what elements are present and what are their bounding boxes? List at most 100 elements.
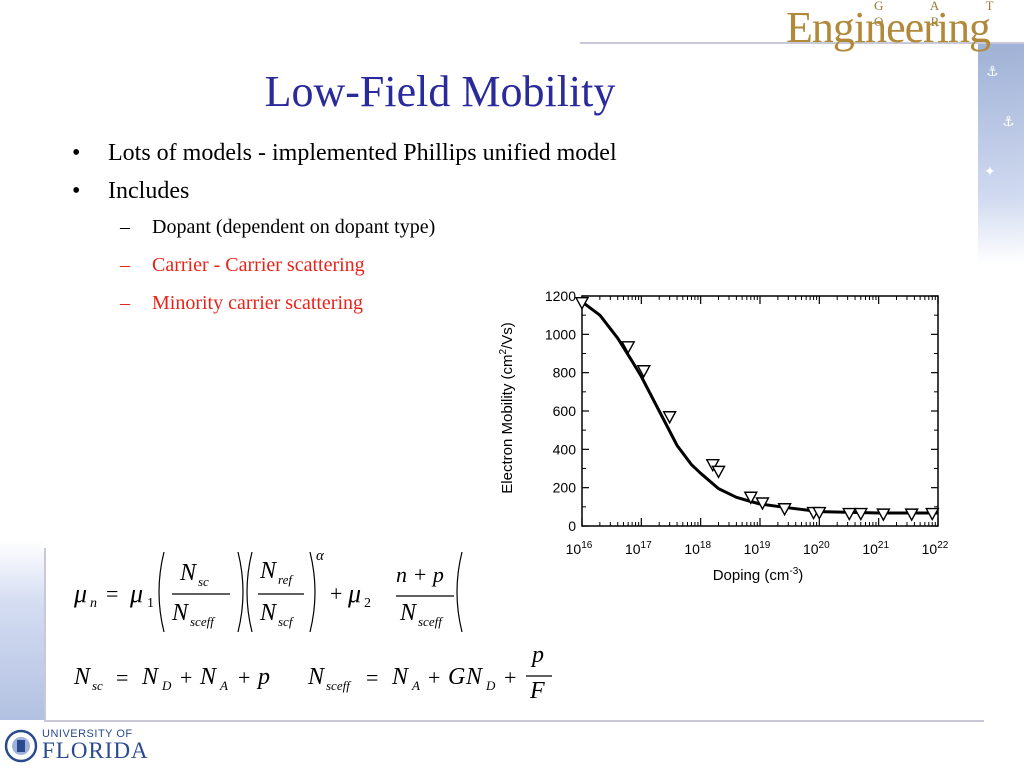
sub-bullet-item: – Dopant (dependent on dopant type) — [72, 214, 617, 252]
eq3-fraction-bar — [526, 675, 552, 677]
left-decoration-strip — [0, 540, 44, 720]
eq-N-ref: N — [260, 558, 277, 584]
sub-bullet-text: Carrier - Carrier scattering — [152, 254, 365, 276]
eq2-equals: = — [116, 665, 129, 690]
eq2-sub-A: A — [220, 678, 228, 693]
left-rule — [44, 548, 46, 720]
gator-engineering-logo: G A T O R Engineering — [784, 0, 1020, 50]
data-point — [574, 297, 590, 311]
university-of-florida-logo: UNIVERSITY OF FLORIDA — [4, 726, 154, 766]
bullet-dot-icon: • — [72, 178, 81, 204]
eq-sub-ref: ref — [278, 572, 292, 587]
bullet-dot-icon: • — [72, 140, 81, 166]
eq-sub-sceff-2: sceff — [418, 614, 442, 629]
eq-alpha-exponent: α — [316, 548, 324, 564]
eq-N-scf: N — [260, 600, 277, 626]
x-tick-label: 1021 — [862, 540, 889, 557]
eq2-sub-sc: sc — [92, 678, 103, 693]
sub-bullet-dash-icon: – — [120, 254, 130, 276]
sub-bullet-dash-icon: – — [120, 216, 130, 238]
bullet-item: • Includes — [72, 176, 617, 214]
data-point — [812, 506, 827, 521]
eq2-ND: N — [142, 664, 159, 690]
eq3-ND: N — [466, 664, 483, 690]
data-point — [662, 411, 677, 425]
sub-bullet-dash-icon: – — [120, 292, 130, 314]
decor-star-icon: ✦ — [984, 164, 996, 180]
x-tick-label: 1017 — [625, 540, 652, 557]
y-axis-label: Electron Mobility (cm2/Vs) — [498, 322, 516, 493]
data-point — [711, 465, 726, 479]
eq3-equals: = — [366, 665, 379, 690]
eq-sub-sceff: sceff — [190, 614, 214, 629]
uf-seal-icon — [4, 729, 38, 763]
plot-frame — [581, 295, 939, 527]
mobility-chart: 0 200 400 600 800 1000 1200 1016 1017 1018 1019 102… — [498, 288, 949, 584]
eq-sub-sc: sc — [198, 574, 209, 589]
sub-bullet-text: Minority carrier scattering — [152, 292, 364, 314]
y-tick-label: 800 — [553, 365, 577, 381]
eq2-plus-2: + — [238, 665, 251, 690]
eq-mu2-symbol: μ — [348, 579, 362, 608]
sub-bullet-item: – Carrier - Carrier scattering — [72, 252, 617, 290]
decor-anchor-icon: ⚓ — [986, 64, 999, 80]
data-point — [636, 365, 651, 379]
data-point — [876, 508, 891, 522]
eq3-sub-sceff: sceff — [326, 678, 350, 693]
eq3-sub-A: A — [412, 678, 420, 693]
y-tick-label: 400 — [553, 441, 577, 457]
eq-sub-scf: scf — [278, 614, 293, 629]
data-point — [842, 507, 857, 522]
eq-mu-symbol: μ — [74, 579, 88, 608]
sub-bullet-text: Dopant (dependent on dopant type) — [152, 216, 436, 238]
eq-fraction-bar-3 — [396, 595, 454, 597]
data-point — [904, 508, 919, 522]
y-tick-label: 200 — [553, 480, 577, 496]
eq-equals: = — [106, 581, 119, 606]
y-tick-label: 1000 — [545, 326, 576, 342]
eq2-NA: N — [200, 664, 217, 690]
eq3-plus-2: + — [504, 665, 517, 690]
uf-logo-word: FLORIDA — [42, 738, 149, 763]
x-tick-label: 1018 — [684, 540, 711, 557]
eq2-p: p — [258, 664, 270, 690]
uf-logo-small-text: UNIVERSITY OF — [42, 728, 133, 740]
bullet-text: Includes — [108, 178, 190, 204]
y-tick-label: 600 — [553, 403, 577, 419]
eq-mu1-symbol: μ — [130, 579, 144, 608]
bullet-text: Lots of models - implemented Phillips un… — [108, 140, 617, 166]
data-point — [755, 497, 770, 511]
equation-scattering-concentration: N sc = N D + N A + p N sceff = N A + G N… — [74, 642, 574, 710]
eq3-G: G — [448, 664, 466, 690]
top-rule — [580, 42, 1024, 44]
eq-N-sc: N — [180, 560, 197, 586]
eq3-N: N — [308, 664, 325, 690]
eq3-p-numerator: p — [532, 642, 544, 668]
y-tick-label: 1200 — [545, 288, 576, 304]
bullet-list: • Lots of models - implemented Phillips … — [72, 138, 617, 328]
sub-bullet-item: – Minority carrier scattering — [72, 290, 617, 328]
eq2-N: N — [74, 664, 91, 690]
slide-title: Low-Field Mobility — [264, 67, 616, 116]
data-point — [777, 503, 792, 517]
x-axis-label: Doping (cm-3) — [713, 566, 804, 584]
eq-N-sceff: N — [172, 600, 189, 626]
y-tick-label: 0 — [568, 518, 576, 534]
eq-sub-1: 1 — [147, 596, 154, 611]
side-decoration-strip: ⚓ ⚓ ✦ — [978, 44, 1024, 264]
equation-mobility: μ n = μ 1 N sc N sceff N ref N scf α + μ… — [74, 548, 494, 638]
eq3-F-denominator: F — [530, 678, 545, 704]
data-point — [620, 341, 636, 355]
eq3-NA: N — [392, 664, 409, 690]
mobility-curve — [581, 300, 938, 515]
x-tick-label: 1016 — [566, 540, 593, 557]
data-point — [743, 491, 758, 505]
x-tick-label: 1019 — [744, 540, 771, 557]
eq-n-plus-p: n + p — [396, 562, 444, 587]
eq3-sub-D: D — [486, 678, 496, 693]
eq-sub-2: 2 — [364, 596, 371, 611]
eq-sub-n: n — [90, 596, 97, 611]
eq3-plus-1: + — [428, 665, 441, 690]
data-point — [925, 507, 940, 522]
eq-N-sceff-2: N — [400, 600, 417, 626]
